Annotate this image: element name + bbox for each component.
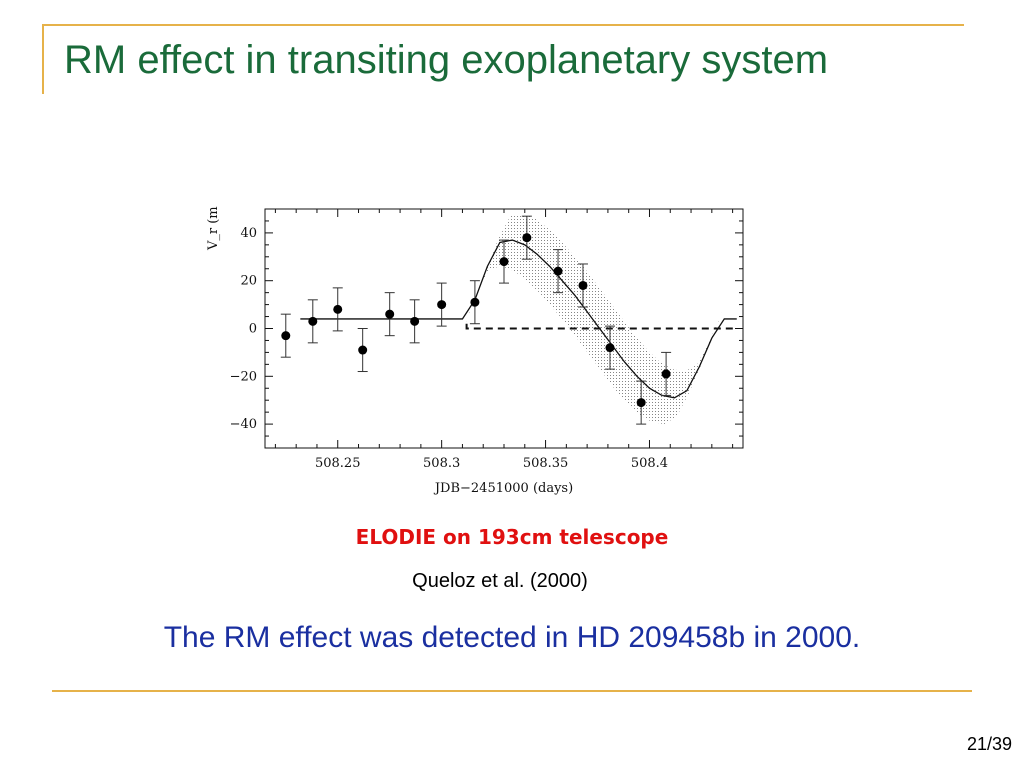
data-point [499,257,509,267]
y-tick-label: 0 [249,322,257,337]
page-number: 21/39 [966,734,1012,754]
model-curve [300,239,737,399]
reference-dashed-line [465,323,737,330]
data-point [661,369,671,379]
data-point [385,309,395,319]
y-tick-label: −20 [230,369,257,384]
detection-statement: The RM effect was detected in HD 209458b… [163,621,861,654]
rv-chart: 40 20 0 −20 −40 508.25 508.3 508.35 508.4 JDB−245… [206,206,744,496]
slide-title: RM effect in transiting exoplanetary sys… [64,38,829,82]
data-point [308,316,318,326]
data-point [470,297,480,307]
footer-rule [52,690,972,692]
y-tick-label: 20 [240,274,257,289]
data-point [410,316,420,326]
data-point [333,304,343,314]
data-point [578,280,588,290]
x-tick-label: 508.3 [423,456,460,471]
data-point [437,300,447,310]
data-point [522,233,532,243]
data-point [605,343,615,353]
model-uncertainty-band [464,213,723,425]
title-rule-left [42,24,44,94]
x-tick-label: 508.4 [631,456,668,471]
title-rule-top [42,24,964,26]
reference-caption: Queloz et al. (2000) [412,570,588,592]
data-point [553,266,563,276]
data-point [281,331,291,341]
y-tick-label: −40 [230,417,257,432]
x-tick-label: 508.25 [315,456,361,471]
data-point [636,398,646,408]
data-point [358,345,368,355]
y-axis-label: V_r (m [206,206,221,251]
instrument-caption: ELODIE on 193cm telescope [355,525,669,549]
y-tick-label: 40 [240,226,257,241]
x-axis-label: JDB−2451000 (days) [433,481,573,496]
x-tick-label: 508.35 [523,456,569,471]
